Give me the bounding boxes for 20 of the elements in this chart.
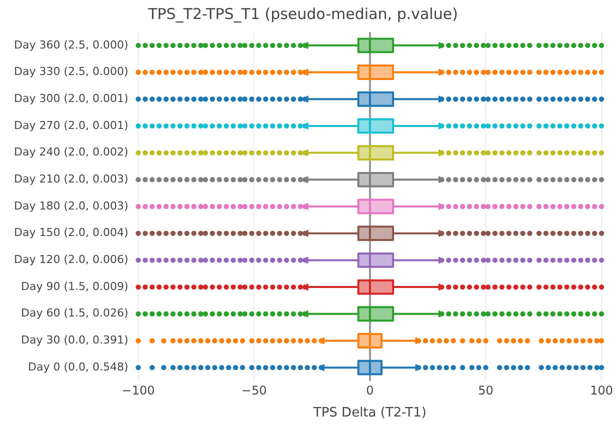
y-tick-label: Day 300 (2.0, 0.001) [14, 92, 128, 105]
y-tick-label: Day 90 (1.5, 0.009) [20, 280, 128, 293]
x-axis-title: TPS Delta (T2-T1) [312, 406, 426, 421]
y-tick-label: Day 30 (0.0, 0.391) [20, 334, 128, 347]
x-tick-label: 0 [366, 383, 374, 398]
x-tick-label: −50 [241, 383, 267, 398]
y-tick-label: Day 240 (2.0, 0.002) [14, 146, 128, 159]
y-tick-label: Day 150 (2.0, 0.004) [14, 226, 128, 240]
y-tick-label: Day 0 (0.0, 0.548) [28, 360, 128, 374]
y-tick-label: Day 360 (2.5, 0.000) [14, 38, 128, 52]
y-tick-label: Day 270 (2.0, 0.001) [14, 118, 128, 132]
y-tick-label: Day 210 (2.0, 0.003) [14, 172, 128, 186]
y-tick-label: Day 60 (1.5, 0.026) [20, 306, 128, 320]
x-tick-label: 100 [590, 383, 613, 398]
x-tick-label: 50 [478, 383, 494, 398]
y-tick-label: Day 330 (2.5, 0.000) [14, 65, 128, 78]
y-tick-label: Day 180 (2.0, 0.003) [14, 199, 128, 212]
y-tick-label: Day 120 (2.0, 0.006) [14, 253, 128, 266]
chart-title: TPS_T2-TPS_T1 (pseudo-median, p.value) [147, 4, 458, 23]
x-tick-label: −100 [122, 383, 155, 398]
